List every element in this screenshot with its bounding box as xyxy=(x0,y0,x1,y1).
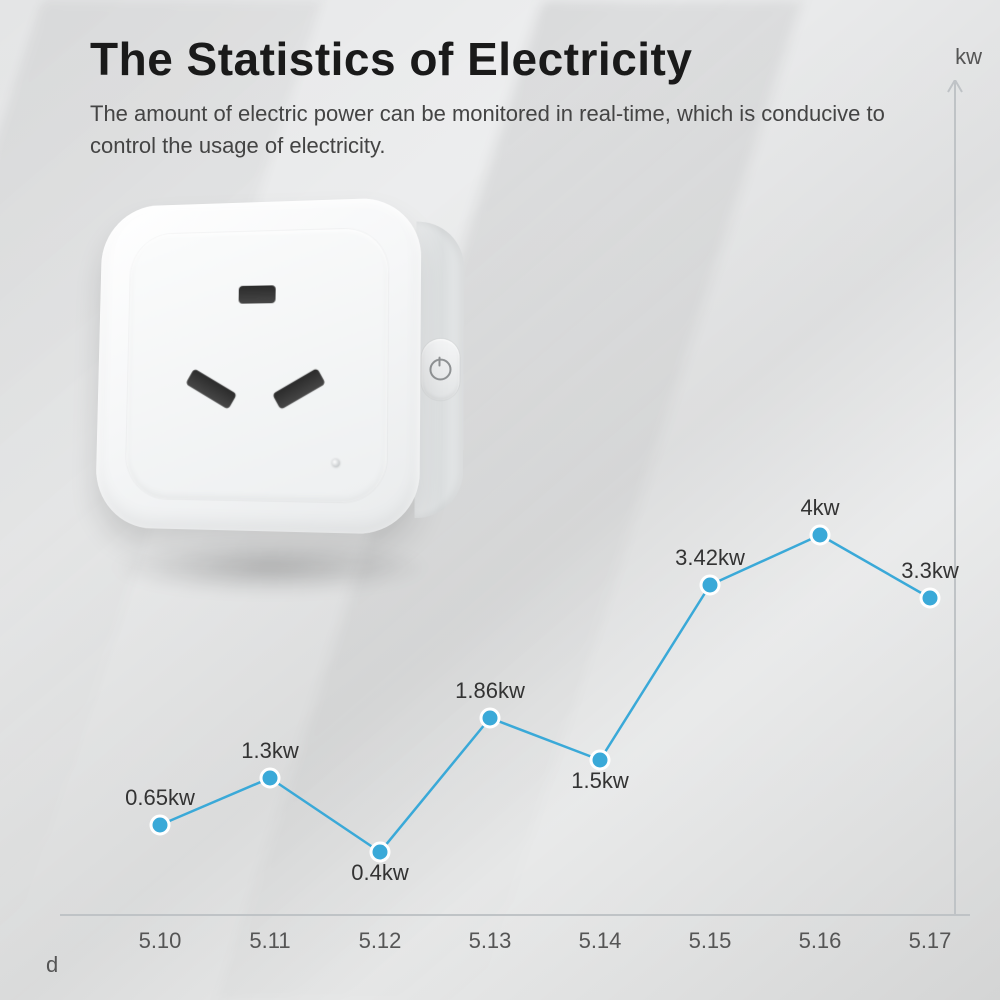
data-label: 1.3kw xyxy=(241,738,299,763)
x-tick-label: 5.13 xyxy=(469,928,512,953)
x-tick-label: 5.15 xyxy=(689,928,732,953)
x-tick-label: 5.11 xyxy=(249,928,290,953)
plug-drop-shadow xyxy=(110,540,430,595)
plug-side-panel xyxy=(415,220,465,519)
socket-slot xyxy=(239,285,276,303)
data-point xyxy=(151,816,169,834)
plug-body xyxy=(95,197,422,535)
smart-plug-illustration xyxy=(80,190,480,590)
plug-face xyxy=(125,228,388,503)
page-title: The Statistics of Electricity xyxy=(90,32,692,86)
data-point xyxy=(481,709,499,727)
x-tick-label: 5.17 xyxy=(909,928,952,953)
data-label: 0.4kw xyxy=(351,860,409,885)
data-point xyxy=(591,751,609,769)
x-tick-label: 5.10 xyxy=(139,928,182,953)
data-label: 1.86kw xyxy=(455,678,525,703)
x-axis-label: d xyxy=(46,952,58,978)
data-label: 3.3kw xyxy=(901,558,959,583)
x-tick-label: 5.12 xyxy=(359,928,402,953)
data-label: 1.5kw xyxy=(571,768,629,793)
infographic-canvas: The Statistics of Electricity The amount… xyxy=(0,0,1000,1000)
socket-slot xyxy=(185,368,237,409)
status-led xyxy=(332,459,340,467)
data-label: 3.42kw xyxy=(675,545,745,570)
x-tick-label: 5.16 xyxy=(799,928,842,953)
data-point xyxy=(261,769,279,787)
data-label: 0.65kw xyxy=(125,785,195,810)
x-tick-label: 5.14 xyxy=(579,928,622,953)
data-point xyxy=(701,576,719,594)
data-point xyxy=(921,589,939,607)
y-axis-label: kw xyxy=(955,44,982,70)
power-icon xyxy=(429,359,451,381)
data-label: 4kw xyxy=(800,495,839,520)
data-point xyxy=(371,843,389,861)
power-button xyxy=(421,339,459,401)
socket-slot xyxy=(272,368,326,410)
data-point xyxy=(811,526,829,544)
